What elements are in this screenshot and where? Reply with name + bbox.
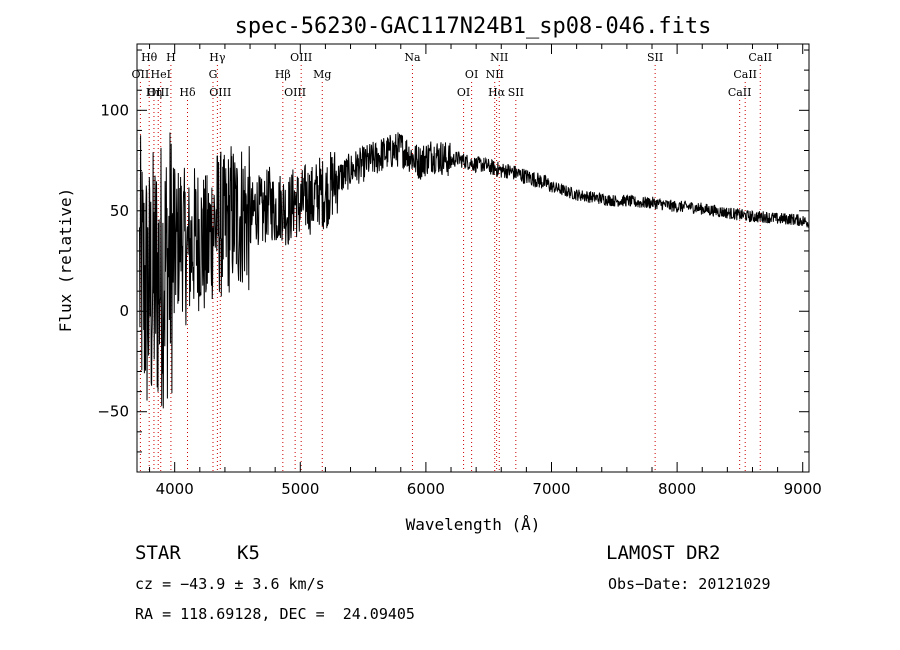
line-marker-label: Hα xyxy=(488,86,506,99)
line-marker-label: CaII xyxy=(728,86,752,99)
x-tick-label: 7000 xyxy=(532,480,570,498)
line-marker-label: Hβ xyxy=(275,68,291,81)
subclass: K5 xyxy=(237,542,260,564)
x-axis-label: Wavelength (Å) xyxy=(406,515,541,534)
y-tick-label: 50 xyxy=(110,202,129,220)
velocity: cz = −43.9 ± 3.6 km/s xyxy=(135,575,325,593)
y-tick-label: −50 xyxy=(97,403,129,421)
y-tick-label: 0 xyxy=(119,302,129,320)
line-marker-label: HeI xyxy=(151,68,171,81)
x-tick-label: 6000 xyxy=(407,480,445,498)
line-marker-label: OII xyxy=(132,68,150,81)
line-marker-label: Hγ xyxy=(209,51,226,64)
survey-name: LAMOST DR2 xyxy=(606,542,721,564)
line-marker-label: OIII xyxy=(284,86,306,99)
line-marker-label: Na xyxy=(404,51,421,64)
line-marker-label: CaII xyxy=(748,51,772,64)
line-marker-label: SII xyxy=(508,86,524,99)
line-marker-label: OIII xyxy=(290,51,312,64)
line-marker-label: OI xyxy=(457,86,470,99)
axes: 4000 5000 6000 7000 8000 9000 −50 0 50 100 xyxy=(97,43,822,498)
line-marker-label: H xyxy=(166,51,176,64)
x-tick-label: 5000 xyxy=(281,480,319,498)
chart-title: spec-56230-GAC117N24B1_sp08-046.fits xyxy=(235,14,712,39)
y-tick-label: 100 xyxy=(100,101,129,119)
line-marker-label: Hδ xyxy=(179,86,196,99)
line-marker-label: Hθ xyxy=(141,51,158,64)
line-markers: Hθ H Hγ OIII Na NII SII CaII OII HeI G Hβ Mg OI NII CaI… xyxy=(132,51,772,472)
line-marker-label: OIII xyxy=(209,86,231,99)
obs-date: Obs−Date: 20121029 xyxy=(608,575,771,593)
line-marker-label: Mg xyxy=(313,68,331,81)
spectrum-line xyxy=(139,132,810,409)
line-marker-label: NII xyxy=(486,68,504,81)
x-tick-label: 9000 xyxy=(784,480,822,498)
object-type: STAR xyxy=(135,542,181,564)
spectrum xyxy=(139,132,810,409)
line-marker-label: CaII xyxy=(733,68,757,81)
line-marker-label: Hη xyxy=(146,86,162,99)
coordinates: RA = 118.69128, DEC = 24.09405 xyxy=(135,605,415,623)
x-tick-label: 4000 xyxy=(156,480,194,498)
y-axis-label: Flux (relative) xyxy=(56,188,75,333)
line-marker-label: G xyxy=(209,68,218,81)
line-marker-label: NII xyxy=(490,51,508,64)
x-tick-label: 8000 xyxy=(658,480,696,498)
plot-frame xyxy=(136,43,810,473)
line-marker-label: SII xyxy=(647,51,663,64)
line-marker-label: OI xyxy=(465,68,478,81)
line-marker-label: OIII xyxy=(147,86,169,99)
